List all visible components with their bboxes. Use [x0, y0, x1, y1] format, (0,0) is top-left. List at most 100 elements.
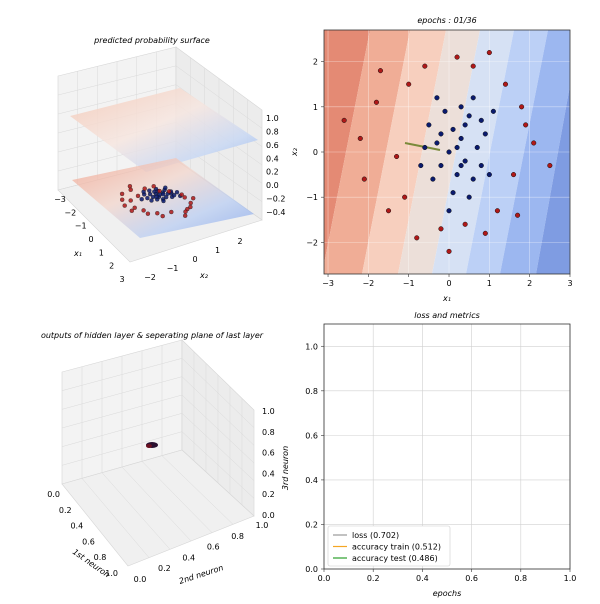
hidden-output-cluster: [146, 442, 158, 448]
surface3d-ztick-label: 0.4: [266, 154, 279, 163]
surface3d-point: [132, 205, 137, 211]
hidden3d-panel: outputs of hidden layer & seperating pla…: [41, 331, 275, 586]
surface3d-points: [119, 183, 196, 219]
scatter-point: [466, 194, 472, 200]
scatter-point: [482, 131, 488, 137]
surface3d-point: [151, 184, 156, 189]
scatter-point: [438, 163, 444, 169]
hidden3d-xtick-label: 0.8: [94, 553, 107, 562]
surface3d-point: [160, 213, 165, 219]
scatter-point: [450, 190, 456, 196]
contour2d-ytick-label: 2: [313, 58, 318, 67]
scatter-point: [462, 221, 468, 227]
scatter-point: [446, 248, 452, 254]
scatter-point: [519, 104, 525, 110]
metrics-ytick-label: 0.8: [305, 387, 318, 396]
hidden3d-grid-floor: [121, 466, 192, 542]
surface3d-point: [182, 213, 188, 218]
surface3d-xtick-label: −2: [64, 208, 76, 217]
hidden3d-xtick-label: 0.6: [82, 537, 95, 546]
contour2d-ylabel: x₂: [290, 147, 299, 157]
surface3d-ytick-label: 2: [237, 237, 242, 246]
scatter-point: [341, 117, 347, 123]
metrics-ytick-label: 1.0: [305, 342, 318, 351]
scatter-point: [462, 122, 468, 128]
hidden3d-ytick-label: 0.4: [182, 553, 195, 562]
surface3d-point: [149, 198, 154, 203]
scatter-point: [547, 163, 553, 169]
metrics-ytick-label: 0.6: [305, 431, 318, 440]
hidden3d-xtick-label: 0.2: [59, 506, 72, 515]
scatter-point: [434, 140, 440, 146]
surface3d-ytick-label: 0: [192, 255, 197, 264]
contour2d-ytick-label: 0: [313, 148, 318, 157]
scatter-point: [466, 113, 472, 119]
hidden3d-xtick-label: 1.0: [105, 569, 118, 578]
hidden3d-ztick-label: 0.4: [262, 469, 275, 478]
surface3d-point: [122, 203, 127, 208]
metrics-xtick-label: 0.8: [514, 574, 527, 583]
scatter-point: [434, 95, 440, 101]
hidden3d-ztick-label: 1.0: [262, 407, 275, 416]
surface3d-xtick-label: 0: [88, 235, 93, 244]
surface3d-point: [127, 183, 133, 189]
scatter-point: [458, 163, 464, 169]
hidden3d-ytick-label: 0.6: [207, 543, 220, 552]
surface3d-point: [161, 198, 166, 204]
surface3d-point: [147, 188, 152, 193]
contour2d-ytick-label: 1: [313, 103, 318, 112]
legend-box: [327, 525, 451, 567]
scatter-point: [478, 117, 484, 123]
metrics-frame: [323, 323, 571, 570]
surface3d-xtick-label: 1: [99, 248, 104, 257]
metrics-ytick-label: 0.0: [305, 565, 318, 574]
scatter-point: [494, 208, 500, 214]
surface3d-xlabel: x₁: [73, 249, 82, 258]
surface3d-point: [147, 191, 153, 197]
scatter-point: [458, 104, 464, 110]
scatter-point: [470, 95, 476, 101]
surface3d-xtick-label: 2: [109, 262, 114, 271]
contour2d-ytick-label: −1: [306, 193, 318, 202]
metrics-title: loss and metrics: [414, 311, 480, 320]
surface3d-ztick-label: 0.6: [266, 141, 279, 150]
surface3d-xtick-label: −3: [54, 195, 66, 204]
scatter-point: [446, 208, 452, 214]
surface3d-point: [155, 210, 160, 216]
hidden3d-grid-floor: [161, 455, 234, 525]
legend-label: accuracy train (0.512): [352, 543, 441, 552]
contour2d-xtick-label: 3: [567, 279, 572, 288]
hidden3d-ytick-label: 0.0: [134, 575, 147, 584]
hidden3d-grid-floor: [81, 478, 150, 558]
metrics-panel: loss and metrics 0.0 0.2 0.4 0.6 0.8 1.01.00.…: [281, 311, 576, 598]
scatter-point: [385, 208, 392, 214]
surface3d-point: [188, 200, 193, 206]
scatter-point: [361, 176, 367, 182]
surface3d-point: [183, 209, 188, 214]
scatter-point: [470, 63, 476, 69]
surface3d-point: [129, 208, 135, 214]
surface3d-xtick-label: 3: [119, 275, 124, 284]
legend-label: loss (0.702): [352, 531, 399, 540]
contour2d-points: [341, 50, 553, 254]
metrics-xtick-label: 0.4: [416, 574, 429, 583]
surface3d-xtick-label: −1: [75, 222, 87, 231]
metrics-xlabel: epochs: [433, 589, 462, 598]
scatter-point: [510, 172, 517, 178]
hidden3d-ztick-label: 0.0: [262, 511, 275, 520]
scatter-point: [446, 149, 452, 155]
hidden3d-xtick-label: 0.4: [70, 522, 83, 531]
surface3d-point: [182, 195, 187, 200]
metrics-legend: loss (0.702) accuracy train (0.512) accura…: [327, 525, 451, 567]
surface3d-point: [135, 193, 141, 199]
surface3d-ztick-label: 0.0: [266, 181, 279, 190]
surface3d-point: [163, 185, 168, 190]
scatter-point: [414, 235, 420, 241]
scatter-point: [478, 163, 484, 169]
surface3d-point: [145, 211, 151, 216]
scatter-point: [474, 144, 480, 151]
scatter-point: [470, 176, 476, 182]
contour2d-xtick-label: 1: [487, 279, 492, 288]
